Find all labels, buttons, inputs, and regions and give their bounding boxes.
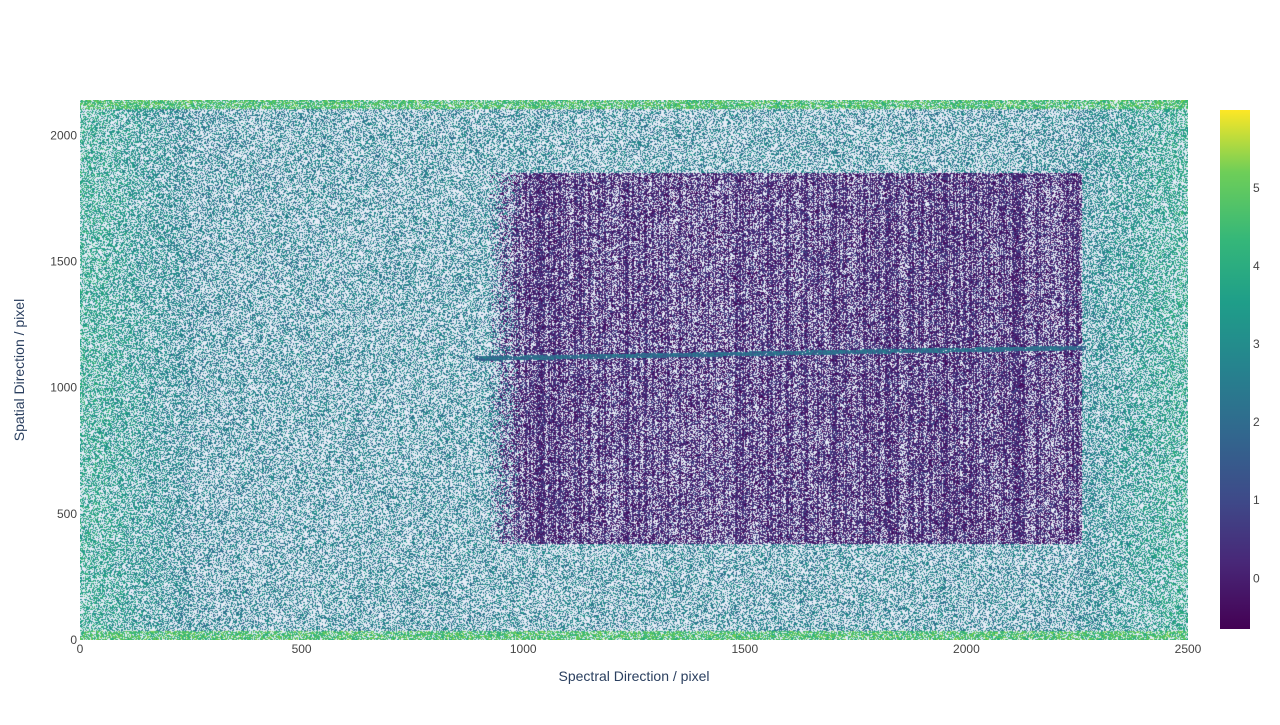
x-tick-label: 2500 — [1175, 642, 1202, 656]
x-tick-label: 1500 — [731, 642, 758, 656]
x-tick-label: 1000 — [510, 642, 537, 656]
colorbar-tick-label: 0 — [1253, 571, 1260, 585]
heatmap-canvas — [80, 100, 1188, 640]
colorbar-tick-label: 2 — [1253, 415, 1260, 429]
y-tick-label: 1500 — [50, 254, 77, 268]
colorbar-tick-label: 3 — [1253, 337, 1260, 351]
heatmap-plot-area — [80, 100, 1188, 640]
x-axis-title: Spectral Direction / pixel — [559, 668, 710, 684]
y-tick-label: 500 — [57, 507, 77, 521]
colorbar-tick-label: 4 — [1253, 259, 1260, 273]
y-tick-label: 1000 — [50, 381, 77, 395]
y-axis-ticks: 0 500 1000 1500 2000 — [50, 128, 77, 647]
x-tick-label: 0 — [77, 642, 84, 656]
colorbar — [1220, 110, 1250, 629]
x-tick-label: 2000 — [953, 642, 980, 656]
colorbar-tick-label: 1 — [1253, 493, 1260, 507]
y-axis-title: Spatial Direction / pixel — [11, 299, 27, 441]
colorbar-ticks: 0 1 2 3 4 5 — [1253, 181, 1260, 585]
colorbar-tick-label: 5 — [1253, 181, 1260, 195]
x-axis-ticks: 0 500 1000 1500 2000 2500 — [77, 642, 1202, 656]
x-tick-label: 500 — [292, 642, 312, 656]
y-tick-label: 2000 — [50, 128, 77, 142]
y-tick-label: 0 — [70, 633, 77, 647]
